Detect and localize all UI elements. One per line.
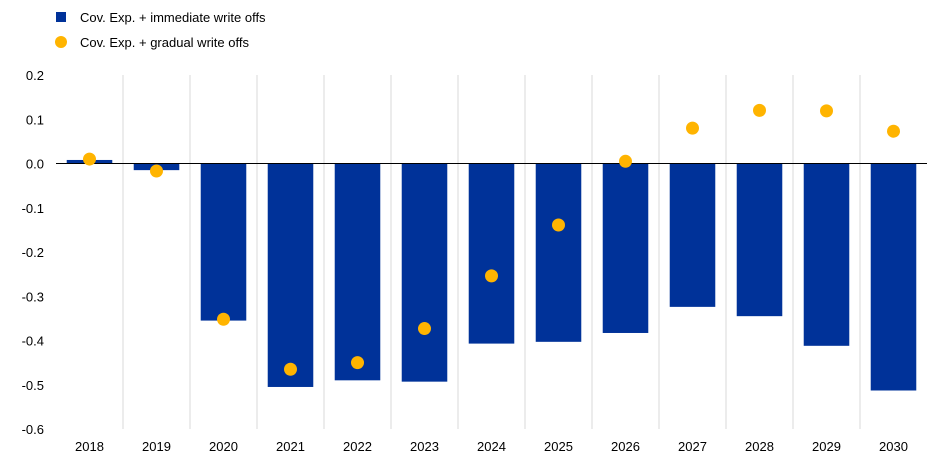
x-tick-label: 2021 — [276, 439, 305, 454]
point-2029 — [820, 104, 833, 118]
y-tick-label: 0.2 — [26, 68, 44, 83]
y-tick-label: -0.6 — [22, 422, 44, 437]
x-tick-label: 2026 — [611, 439, 640, 454]
legend-swatch-immediate — [56, 12, 66, 22]
x-tick-label: 2019 — [142, 439, 171, 454]
point-2025 — [552, 218, 565, 232]
bar-2026 — [602, 163, 649, 333]
x-tick-label: 2020 — [209, 439, 238, 454]
legend: Cov. Exp. + immediate write offs Cov. Ex… — [55, 10, 266, 50]
point-2030 — [887, 124, 900, 138]
x-tick-label: 2029 — [812, 439, 841, 454]
bar-2025 — [535, 163, 582, 342]
y-tick-label: -0.4 — [22, 334, 44, 349]
bar-2027 — [669, 163, 716, 307]
point-2026 — [619, 154, 632, 168]
legend-label-immediate: Cov. Exp. + immediate write offs — [80, 10, 266, 25]
bar-2020 — [200, 163, 247, 321]
point-2018 — [83, 152, 96, 166]
x-tick-label: 2030 — [879, 439, 908, 454]
x-tick-label: 2028 — [745, 439, 774, 454]
x-tick-label: 2023 — [410, 439, 439, 454]
point-2019 — [150, 164, 163, 178]
point-2022 — [351, 356, 364, 370]
point-2023 — [418, 322, 431, 336]
legend-item-immediate: Cov. Exp. + immediate write offs — [56, 10, 266, 25]
y-tick-label: -0.3 — [22, 289, 44, 304]
y-tick-label: -0.5 — [22, 378, 44, 393]
x-tick-label: 2018 — [75, 439, 104, 454]
points — [83, 103, 900, 376]
x-tick-label: 2022 — [343, 439, 372, 454]
y-tick-label: 0.1 — [26, 112, 44, 127]
point-2021 — [284, 362, 297, 376]
bar-2028 — [736, 163, 783, 317]
point-2024 — [485, 269, 498, 283]
bar-2030 — [870, 163, 917, 391]
bar-2024 — [468, 163, 515, 344]
point-2028 — [753, 103, 766, 117]
x-tick-label: 2024 — [477, 439, 506, 454]
bar-2022 — [334, 163, 381, 381]
y-tick-label: -0.1 — [22, 201, 44, 216]
y-tick-label: -0.2 — [22, 245, 44, 260]
bar-2023 — [401, 163, 448, 382]
point-2020 — [217, 312, 230, 326]
legend-swatch-gradual — [55, 36, 67, 48]
legend-item-gradual: Cov. Exp. + gradual write offs — [55, 35, 249, 50]
legend-label-gradual: Cov. Exp. + gradual write offs — [80, 35, 249, 50]
y-axis-ticks: 0.2 0.1 0.0 -0.1 -0.2 -0.3 -0.4 -0.5 -0.6 — [22, 68, 44, 437]
x-tick-label: 2025 — [544, 439, 573, 454]
bar-2021 — [267, 163, 314, 387]
x-tick-label: 2027 — [678, 439, 707, 454]
x-axis-ticks: 2018 2019 2020 2021 2022 2023 2024 2025 2026 2027… — [75, 439, 908, 454]
point-2027 — [686, 121, 699, 135]
y-tick-label: 0.0 — [26, 157, 44, 172]
bar-2029 — [803, 163, 850, 346]
grid — [122, 75, 861, 429]
